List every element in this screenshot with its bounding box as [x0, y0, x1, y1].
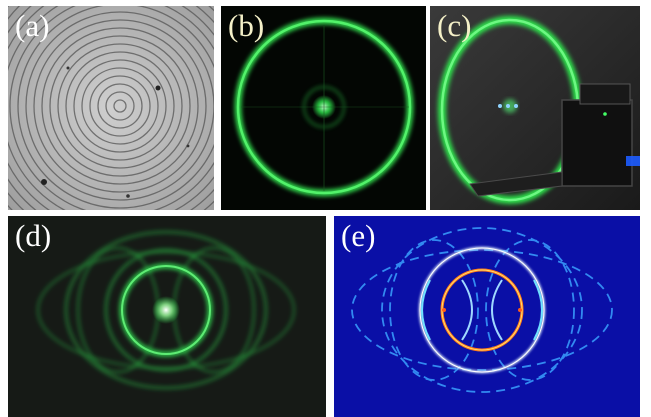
concentric-rings-image	[8, 6, 214, 210]
grating-ring	[41, 27, 199, 185]
grating-ring	[97, 83, 143, 129]
grating-ring	[105, 91, 135, 121]
grating-ring	[89, 75, 151, 137]
panel-label: (e)	[341, 218, 376, 253]
panel-label: (d)	[15, 218, 52, 253]
panel-e-simulated-pattern: (e)	[334, 216, 640, 417]
grating-ring	[65, 51, 175, 161]
grating-ring	[17, 6, 214, 209]
grating-ring	[73, 59, 167, 153]
grating-ring	[57, 43, 183, 169]
panel-label: (c)	[437, 8, 472, 43]
panel-label: (a)	[15, 8, 50, 43]
panel-b-farfield-pattern: (b)	[221, 6, 426, 210]
grating-ring	[81, 67, 159, 145]
panel-a-grating-micrograph: (a)	[8, 6, 214, 210]
panel-c-setup-photo: (c)	[430, 6, 640, 210]
panel-d-measured-pattern: (d)	[8, 216, 326, 417]
grating-ring	[33, 19, 207, 193]
setup-photo-image	[430, 6, 640, 210]
simulation-heatmap	[334, 216, 640, 417]
panel-label: (b)	[228, 8, 265, 43]
green-diffraction-pattern	[8, 216, 326, 417]
grating-ring	[49, 35, 191, 177]
green-ring-pattern	[221, 6, 426, 210]
grating-ring	[113, 99, 127, 113]
grating-ring	[25, 11, 214, 201]
grating-ring	[9, 6, 214, 210]
